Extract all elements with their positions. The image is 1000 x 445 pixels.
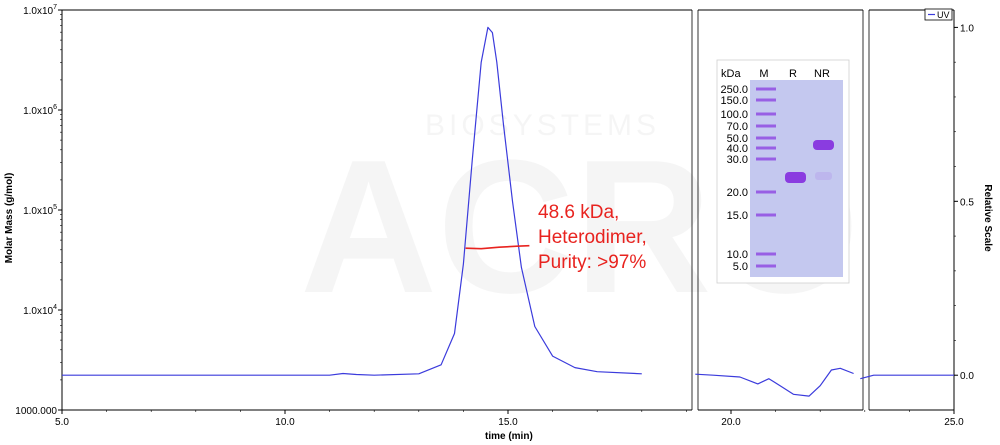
gel-marker-label: 150.0	[720, 95, 748, 107]
y-left-tick-label: 1.0x106	[23, 104, 57, 117]
y-left-tick-label: 1000.000	[15, 406, 57, 417]
series-layer	[62, 26, 954, 397]
gel-marker-band	[756, 213, 776, 217]
series-molar-mass-line	[465, 244, 530, 250]
annotation-line-2: Heterodimer,	[538, 227, 647, 248]
gel-lane-label-r: R	[789, 68, 797, 80]
gel-marker-band	[756, 190, 776, 194]
x-tick-label: 5.0	[55, 417, 69, 428]
legend-box	[924, 8, 953, 21]
x-tick-label: 20.0	[721, 417, 741, 428]
gel-marker-band	[756, 112, 776, 116]
legend-label: UV	[937, 10, 950, 20]
y-right-tick-label: 0.0	[960, 371, 974, 382]
gel-band-faint	[815, 172, 832, 180]
gel-marker-band	[756, 157, 776, 161]
gel-marker-band	[756, 98, 776, 102]
gel-marker-label: 40.0	[727, 143, 748, 155]
x-axis-title: time (min)	[485, 431, 533, 442]
gel-unit-label: kDa	[721, 68, 741, 80]
gel-marker-label: 10.0	[727, 249, 748, 261]
gel-band-reduced	[785, 172, 806, 183]
gel-marker-label: 20.0	[727, 187, 748, 199]
series-uv-line	[695, 367, 854, 397]
gel-bands	[756, 87, 834, 268]
gel-marker-label: 15.0	[727, 210, 748, 222]
y-left-tick-label: 1.0x107	[23, 4, 57, 17]
gel-marker-label: 30.0	[727, 154, 748, 166]
y-left-tick-label: 1.0x104	[23, 304, 57, 317]
series-uv-line	[62, 26, 642, 376]
gel-lane-label-nr: NR	[814, 68, 830, 80]
gel-marker-band	[756, 124, 776, 128]
annotation: 48.6 kDa, Heterodimer, Purity: >97%	[538, 202, 647, 273]
gel-marker-band	[756, 264, 776, 268]
y-axis-right-title: Relative Scale	[982, 184, 993, 252]
gel-marker-label: 70.0	[727, 121, 748, 133]
y-right-tick-label: 0.5	[960, 197, 974, 208]
annotation-line-1: 48.6 kDa,	[538, 202, 619, 223]
series-uv-line	[860, 374, 954, 380]
gel-marker-label: 100.0	[720, 109, 748, 121]
plot-frame	[61, 9, 955, 411]
y-left-tick-label: 1.0x105	[23, 204, 57, 217]
gel-lane-label-m: M	[759, 68, 768, 80]
y-axis-left-title: Molar Mass (g/mol)	[4, 173, 15, 264]
legend: UV	[924, 8, 953, 21]
y-axis-left: 1000.000 1.0x104 1.0x105 1.0x106 1.0x107	[15, 4, 62, 417]
gel-marker-band	[756, 146, 776, 150]
gel-marker-label: 50.0	[727, 133, 748, 145]
y-axis-right: 0.0 0.5 1.0	[954, 23, 974, 382]
gel-marker-label: 5.0	[733, 261, 748, 273]
x-tick-label: 15.0	[498, 417, 518, 428]
gel-marker-band	[756, 136, 776, 140]
gel-marker-band	[756, 252, 776, 256]
gel-band-nonreduced	[813, 140, 834, 150]
y-right-tick-label: 1.0	[960, 23, 974, 34]
gel-marker-band	[756, 87, 776, 91]
watermark-sub: BIOSYSTEMS	[425, 109, 660, 142]
annotation-line-3: Purity: >97%	[538, 252, 646, 273]
x-tick-label: 25.0	[944, 417, 964, 428]
gel-marker-label: 250.0	[720, 84, 748, 96]
x-axis: 5.0 10.0 15.0 20.0 25.0	[55, 410, 964, 428]
x-tick-label: 10.0	[275, 417, 295, 428]
